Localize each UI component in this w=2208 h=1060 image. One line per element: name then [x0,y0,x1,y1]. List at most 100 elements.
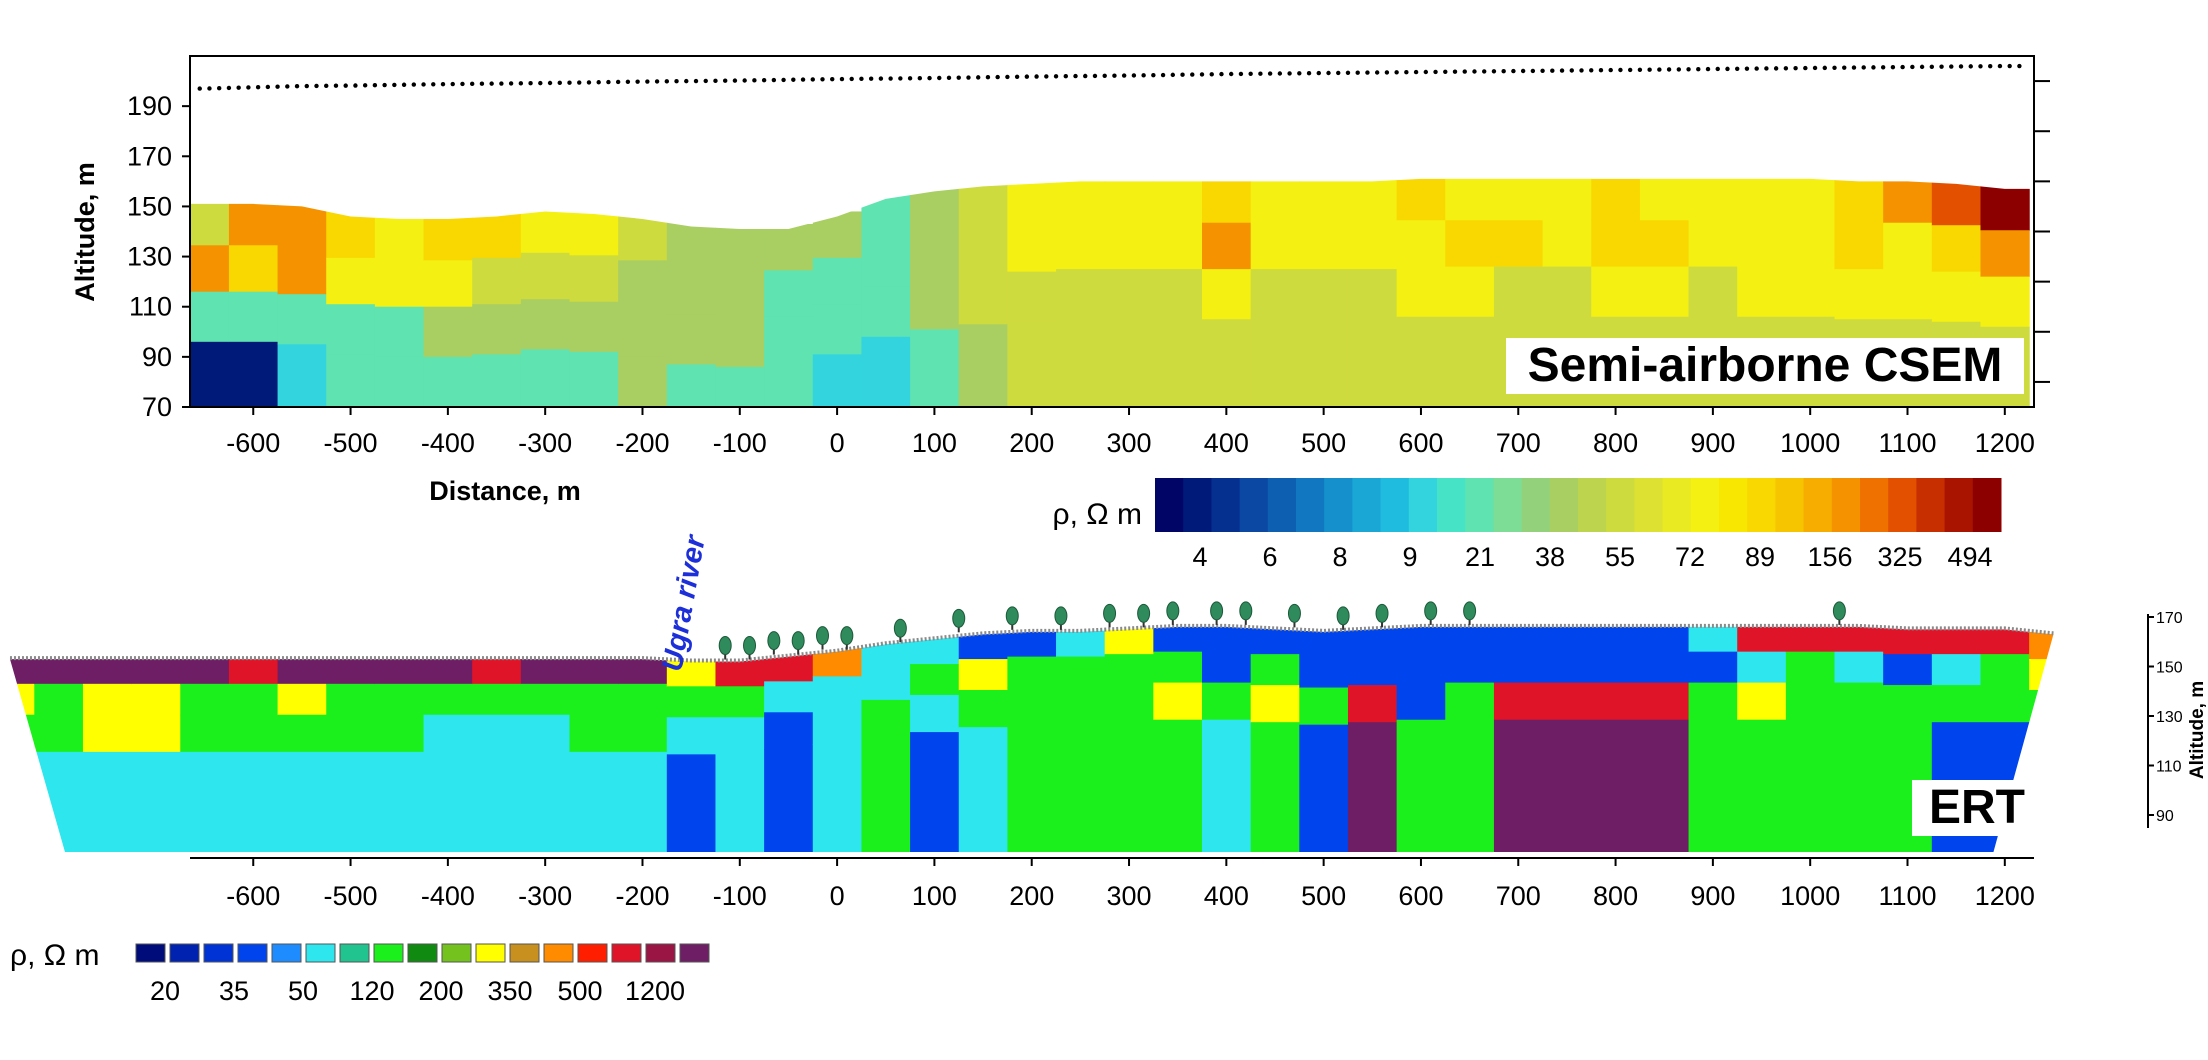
ert-cell [1445,626,1495,653]
ert-cell [1056,724,1106,852]
csem-cell [277,344,327,407]
ert-cell [1056,687,1106,726]
flight-point [800,77,806,82]
flight-point [1949,64,1954,69]
csem-cell [520,206,571,254]
ert-x-tick-label: -600 [226,881,280,911]
csem-cell [190,341,230,407]
flight-point [693,78,699,84]
csem-colorbar-swatch [1719,478,1748,532]
ert-cell [910,631,960,665]
ert-cell [1883,654,1933,686]
csem-cell [374,260,425,308]
csem-cell [1007,271,1057,323]
csem-cell [326,354,376,407]
tree-icon [1103,603,1117,628]
csem-colorbar-labels: 4 6 8 9 21 38 55 72 89 156 325 494 [1192,542,1992,572]
ert-cell [1688,719,1738,852]
csem-colorbar-label: 494 [1947,542,1992,572]
ert-cell [618,714,668,753]
csem-cell [1396,220,1446,268]
csem-cell [228,198,279,246]
ert-panel-label: ERT [1929,781,2025,834]
flight-point [1209,72,1214,77]
ert-cell [228,683,279,716]
ert-x-tick-label: -200 [615,881,669,911]
ert-y-axis-title: Altitude, m [2187,681,2208,779]
ert-cell [1299,724,1349,852]
flight-point [1190,72,1195,77]
csem-y-axis: 70 90 110 130 150 170 190 [127,91,190,422]
flight-point [888,76,893,81]
csem-cell [1153,178,1203,224]
csem-cell [910,232,960,280]
csem-cell [1883,222,1933,270]
ert-colorbar-swatch [339,943,370,963]
flight-point [898,76,903,81]
csem-cell [472,304,522,355]
ert-cell [812,744,863,852]
ert-cell [1737,719,1787,852]
csem-cell [569,255,619,303]
flight-point [236,85,241,90]
flight-point [956,75,961,80]
csem-y-tick-label: 190 [127,91,172,121]
ert-cell [1542,719,1592,852]
csem-cell [374,356,425,407]
ert-cell [1493,719,1544,852]
csem-cell [1883,178,1933,224]
csem-x-tick-label: -400 [421,428,475,458]
flight-point [547,80,553,86]
flight-point [878,76,884,81]
csem-cell [228,291,279,343]
ert-cell [9,714,35,753]
ert-cell [1104,685,1154,723]
csem-cell [861,240,911,288]
ert-cell [228,751,279,852]
flight-point [1569,68,1574,73]
flight-point [907,76,913,81]
csem-x-tick-label: 1000 [1780,428,1840,458]
csem-y-axis-title: Altitude, m [70,162,100,302]
ert-cell [1347,626,1398,655]
ert-cell [1153,651,1203,684]
ert-colorbar-swatch [543,943,574,963]
csem-cell [1591,266,1641,318]
flight-point [1803,65,1808,71]
flight-point [1014,74,1020,79]
ert-x-tick-label: -300 [518,881,572,911]
flight-point [1618,67,1623,73]
ert-cell [1396,682,1446,721]
flight-point [1550,68,1555,73]
flight-point [1637,67,1643,72]
csem-cell [618,306,668,358]
ert-cell [1688,626,1738,653]
csem-colorbar-label: 38 [1535,542,1565,572]
flight-point [450,81,455,87]
flight-point [1258,71,1263,76]
ert-cell [1785,719,1836,852]
csem-cell [715,270,765,318]
ert-colorbar-swatch [135,943,166,963]
tree-icon [718,636,732,660]
csem-cell [1834,178,1884,224]
ert-cell [958,727,1008,852]
csem-colorbar-label: 89 [1745,542,1775,572]
csem-cell [861,193,911,241]
flight-point [1608,67,1613,73]
flight-point [1783,66,1789,71]
ert-cell [1542,651,1592,684]
flight-point [1559,68,1565,73]
flight-point [538,80,543,86]
ert-cell [82,683,133,716]
csem-colorbar-swatch [1775,478,1805,532]
flight-point [1491,69,1497,74]
ert-x-tick-label: 500 [1301,881,1346,911]
csem-cell [1737,178,1787,221]
ert-cell [423,714,473,753]
flight-point [1900,64,1905,70]
csem-cell [666,364,717,407]
csem-cell [374,213,425,261]
ert-cell [9,683,35,716]
flight-point [722,78,728,83]
